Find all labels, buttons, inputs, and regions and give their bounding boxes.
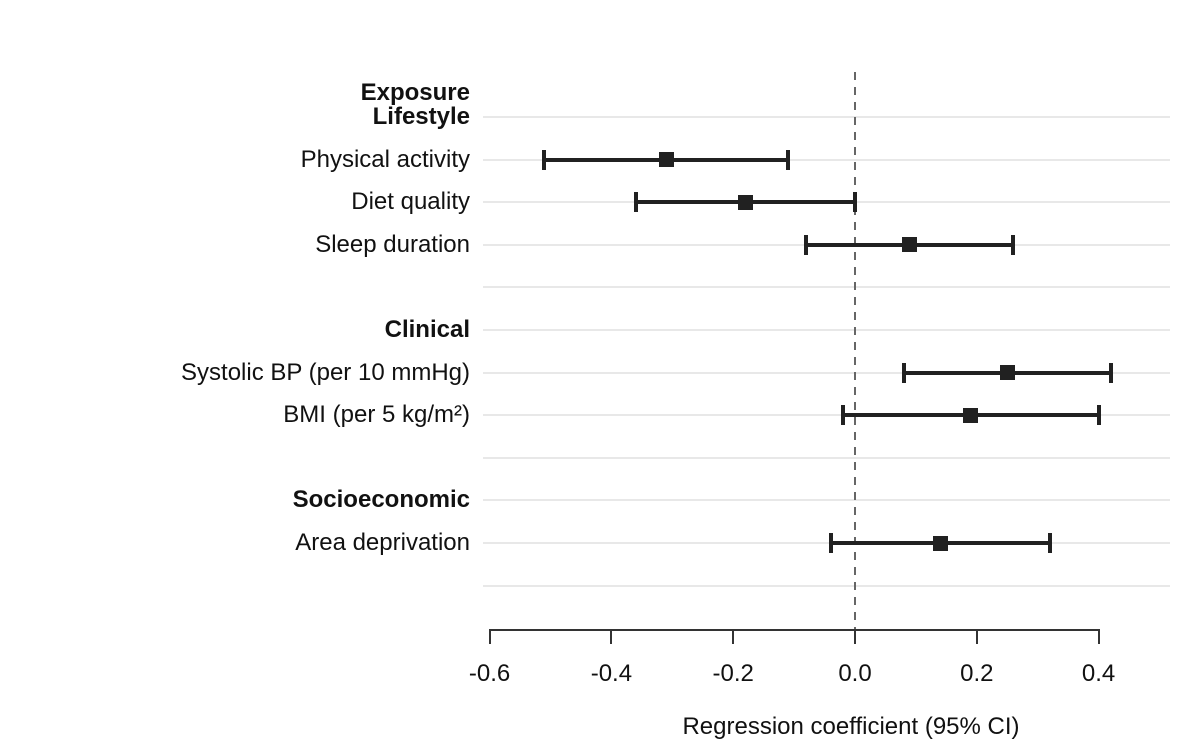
- ci-cap-left: [804, 234, 809, 255]
- ci-cap-left: [840, 405, 845, 426]
- zero-reference-line: [854, 72, 856, 630]
- row-gridline: [483, 158, 1170, 161]
- row-gridline: [483, 542, 1170, 544]
- ci-cap-right: [1047, 533, 1052, 553]
- x-axis-tick-label: 0.0: [838, 660, 872, 687]
- row-gridline: [483, 286, 1170, 289]
- x-axis-tick-label: -0.6: [468, 660, 511, 687]
- row-gridline: [483, 414, 1170, 417]
- row-gridline: [483, 584, 1170, 587]
- x-axis-tick: [1097, 630, 1100, 644]
- exposure-label: Sleep duration: [315, 230, 470, 258]
- point-marker: [902, 237, 918, 253]
- ci-cap-right: [1011, 234, 1016, 255]
- ci-cap-left: [828, 533, 833, 553]
- x-axis-tick-label: -0.2: [712, 660, 754, 687]
- ci-cap-left: [901, 362, 906, 383]
- ci-cap-left: [633, 192, 638, 213]
- exposure-label: BMI (per 5 kg/m²): [283, 401, 470, 429]
- ci-cap-right: [786, 149, 790, 170]
- x-axis-tick-label: -0.4: [590, 660, 633, 687]
- row-gridline: [483, 499, 1170, 502]
- point-marker: [932, 535, 948, 551]
- point-marker: [737, 194, 753, 210]
- x-axis-tick: [732, 630, 735, 644]
- column-header-exposure: Exposure: [360, 79, 470, 106]
- x-axis-tick: [975, 630, 978, 644]
- group-label: Socioeconomic: [292, 486, 470, 514]
- point-marker: [963, 407, 979, 423]
- ci-cap-right: [1108, 362, 1113, 383]
- ci-cap-right: [1096, 405, 1101, 426]
- point-marker: [999, 365, 1015, 381]
- x-axis-tick: [610, 630, 613, 644]
- x-axis-tick: [488, 630, 491, 644]
- row-gridline: [483, 329, 1170, 331]
- row-gridline: [483, 371, 1170, 374]
- x-axis-tick: [854, 630, 856, 644]
- x-axis-tick-label: 0.2: [960, 660, 994, 687]
- exposure-label: Area deprivation: [295, 529, 470, 556]
- ci-cap-left: [542, 149, 547, 170]
- x-axis-title: Regression coefficient (95% CI): [682, 713, 1020, 740]
- group-label: Clinical: [384, 316, 470, 343]
- x-axis-tick-label: 0.4: [1081, 660, 1116, 687]
- exposure-label: Physical activity: [300, 145, 470, 173]
- group-label: Lifestyle: [372, 103, 470, 130]
- x-axis-line: [488, 629, 1100, 631]
- ci-cap-right: [853, 192, 857, 213]
- row-gridline: [483, 116, 1170, 118]
- exposure-label: Diet quality: [351, 188, 470, 216]
- exposure-label: Systolic BP (per 10 mmHg): [181, 358, 470, 386]
- point-marker: [658, 152, 674, 168]
- row-gridline: [483, 456, 1170, 459]
